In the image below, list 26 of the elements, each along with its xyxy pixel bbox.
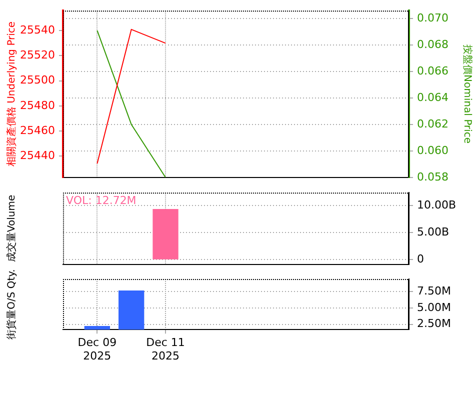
y-tick-label: 25480 bbox=[20, 98, 55, 112]
y-tick-label: 25440 bbox=[20, 148, 55, 162]
y-tick-label: 25460 bbox=[20, 124, 55, 137]
y2-tick-label: 2.50M bbox=[417, 317, 451, 330]
annotation: VOL: 12.72M bbox=[66, 194, 136, 207]
y2-tick-label: 0.066 bbox=[417, 64, 448, 78]
y2-tick-label: 0 bbox=[417, 252, 424, 266]
y-axis-title: 相關資產價格 Underlying Price bbox=[6, 21, 18, 167]
y-axis-title: 成交量Volume bbox=[6, 194, 18, 262]
x-tick-label: Dec 09 2025 bbox=[78, 336, 117, 362]
y2-tick-label: 5.00M bbox=[417, 300, 451, 314]
y2-tick-label: 0.058 bbox=[417, 170, 448, 184]
y-tick-label: 25500 bbox=[20, 74, 55, 87]
y2-tick-label: 0.062 bbox=[417, 117, 448, 130]
y2-tick-label: 0.060 bbox=[417, 144, 448, 157]
x-tick-label: Dec 11 2025 bbox=[146, 336, 185, 362]
y2-axis-title: 按盤價Nominal Price bbox=[461, 44, 474, 144]
y-tick-label: 25540 bbox=[20, 24, 55, 37]
y2-tick-label: 10.00B bbox=[417, 198, 456, 212]
y2-tick-label: 0.064 bbox=[417, 90, 448, 104]
y2-tick-label: 0.070 bbox=[417, 11, 448, 24]
y2-tick-label: 7.50M bbox=[417, 284, 451, 298]
y-axis-title: 街貨量O/S Qty. bbox=[6, 269, 18, 340]
y2-tick-label: 0.068 bbox=[417, 38, 448, 51]
y2-tick-label: 5.00B bbox=[417, 225, 450, 238]
y-tick-label: 25520 bbox=[20, 48, 55, 62]
